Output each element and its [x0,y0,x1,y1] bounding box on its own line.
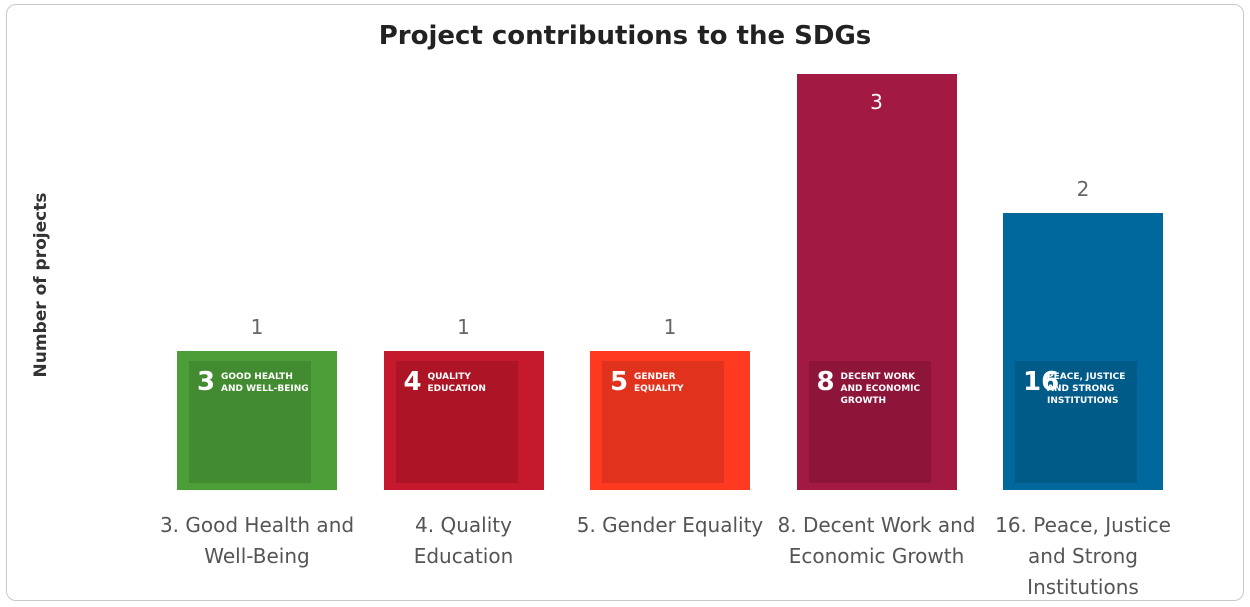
value-label: 2 [1076,176,1090,201]
icon-number: 5 [610,366,629,397]
bar: 8 DECENT WORK AND ECONOMIC GROWTH [796,74,957,490]
sdg-icon: 4 QUALITY EDUCATION [395,360,518,483]
bar: 3 GOOD HEALTH AND WELL-BEING [177,351,337,490]
bar: 4 QUALITY EDUCATION [383,351,544,490]
icon-label: PEACE, JUSTICE AND STRONG INSTITUTIONS [1047,371,1126,406]
icon-number: 16 [1023,366,1060,397]
bar: 5 GENDER EQUALITY [590,351,750,490]
icon-number: 4 [403,366,422,397]
bar: 16 PEACE, JUSTICE AND STRONG INSTITUTIONS [1003,212,1163,490]
x-tick-label: 16. Peace, Justice and Strong Institutio… [995,513,1171,599]
icon-number: 3 [197,366,216,397]
sdg-icon: 5 GENDER EQUALITY [602,360,724,483]
value-label: 3 [870,90,883,114]
sdg-icon: 8 DECENT WORK AND ECONOMIC GROWTH [808,361,931,483]
icon-label: DECENT WORK AND ECONOMIC GROWTH [840,372,921,406]
x-tick-label: 3. Good Health and Well-Being [159,513,355,568]
x-tick-label: 4. Quality Education [413,513,514,568]
icon-number: 8 [816,367,835,397]
icon-label: GENDER EQUALITY [634,371,684,394]
sdg-icon: 3 GOOD HEALTH AND WELL-BEING [189,360,311,483]
chart: Project contributions to the SDGs Number… [6,4,1244,601]
value-label: 1 [250,315,264,340]
icon-label: GOOD HEALTH AND WELL-BEING [221,371,309,394]
y-axis-label: Number of projects [31,192,51,378]
value-label: 1 [457,315,470,340]
sdg-icon: 16 PEACE, JUSTICE AND STRONG INSTITUTIONS [1015,360,1137,483]
icon-label: QUALITY EDUCATION [427,371,486,394]
chart-title: Project contributions to the SDGs [378,21,872,51]
x-tick-label: 5. Gender Equality [576,513,764,537]
x-tick-label: 8. Decent Work and Economic Growth [777,513,976,568]
value-label: 1 [663,315,677,340]
